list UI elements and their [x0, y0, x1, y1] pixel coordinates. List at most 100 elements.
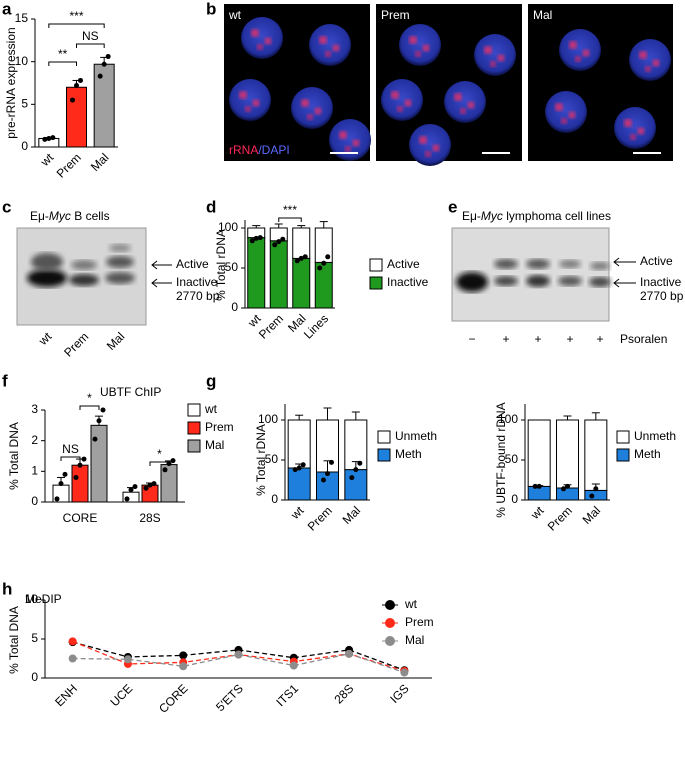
micrograph: wt rRNA/DAPI	[224, 4, 371, 161]
significance-label: NS	[62, 442, 79, 456]
data-point	[170, 458, 176, 464]
legend-swatch	[377, 430, 391, 444]
bar-segment	[556, 487, 579, 501]
data-point	[317, 265, 323, 271]
data-point	[92, 436, 98, 442]
lane-label: Mal	[104, 329, 128, 353]
y-tick-label: 15	[15, 11, 29, 25]
legend-marker	[385, 636, 395, 646]
line-marker	[179, 651, 188, 660]
data-point	[276, 239, 282, 245]
lane-label: +	[502, 332, 509, 346]
y-tick-label: 100	[218, 220, 238, 234]
data-point	[70, 97, 75, 103]
lane-title: Psoralen	[620, 332, 667, 346]
band-label: 2770 bp	[176, 289, 220, 303]
bar-segment	[269, 240, 288, 309]
y-tick-label: 0	[31, 494, 38, 508]
x-tick-label: 28S	[139, 511, 160, 525]
data-point	[589, 493, 595, 499]
x-tick-label: CORE	[156, 681, 190, 715]
legend-label: Prem	[205, 420, 234, 434]
bar-segment	[247, 237, 266, 309]
data-point	[325, 471, 330, 477]
bar-segment	[316, 471, 339, 501]
legend-label: Mal	[405, 633, 424, 647]
image-label: Prem	[381, 8, 410, 22]
significance-bracket	[278, 217, 302, 222]
data-point	[272, 242, 278, 248]
y-axis-label: % Total rDNA	[214, 229, 228, 301]
x-tick-label: Lines	[301, 311, 331, 341]
legend-label: Meth	[634, 447, 661, 461]
x-tick-label: wt	[287, 503, 307, 523]
data-point	[124, 496, 130, 502]
gel: Eμ-Myc lymphoma cell lines Active Inacti…	[451, 209, 684, 346]
data-point	[46, 135, 52, 141]
legend-swatch	[377, 448, 391, 462]
data-point	[100, 407, 106, 413]
bar	[71, 464, 89, 503]
bar	[66, 86, 87, 148]
panel-letter: f	[2, 371, 8, 390]
data-point	[280, 236, 286, 242]
legend-label: Unmeth	[634, 429, 676, 443]
y-tick-label: 50	[265, 452, 279, 466]
chart-title: UBTF ChIP	[100, 385, 161, 399]
chart-title: MeDIP	[25, 592, 62, 606]
x-tick-label: Mal	[340, 503, 364, 527]
data-point	[143, 485, 149, 491]
data-point	[294, 258, 300, 264]
bar-segment	[292, 257, 311, 309]
line-marker	[289, 661, 298, 670]
lane-label: −	[468, 332, 475, 346]
significance-bracket	[79, 405, 100, 410]
line-marker	[400, 668, 409, 677]
significance-bracket	[48, 61, 77, 66]
bar-segment	[556, 419, 579, 489]
y-tick-label: 0	[21, 139, 28, 153]
data-point	[321, 260, 327, 266]
significance-label: *	[87, 391, 92, 405]
x-tick-label: ITS1	[273, 681, 301, 709]
gel: Eμ-Myc B cells Active Inactive 2770 bp w…	[16, 209, 220, 360]
data-point	[96, 418, 102, 424]
y-axis-label: % Total DNA	[7, 606, 21, 674]
legend-swatch	[616, 448, 630, 462]
y-tick-label: 0	[31, 670, 38, 684]
data-point	[257, 235, 263, 241]
data-point	[302, 254, 308, 260]
x-tick-label: ENH	[52, 681, 80, 709]
legend-label: Mal	[205, 438, 224, 452]
image-label: Mal	[533, 8, 552, 22]
band-label: Inactive	[176, 275, 218, 289]
data-point	[128, 487, 134, 493]
y-tick-label: 3	[31, 402, 38, 416]
band-label: Inactive	[640, 275, 682, 289]
legend-label: Active	[387, 257, 420, 271]
line-marker	[234, 650, 243, 659]
data-point	[249, 238, 255, 244]
panel-letter: a	[2, 0, 12, 18]
x-tick-label: wt	[37, 150, 57, 170]
y-tick-label: 5	[31, 631, 38, 645]
bar-segment	[287, 419, 311, 469]
significance-bracket	[48, 23, 105, 28]
y-tick-label: 1	[31, 464, 38, 478]
legend-marker	[385, 618, 395, 628]
x-tick-label: Prem	[305, 503, 335, 533]
significance-label: NS	[82, 29, 99, 43]
legend-label: wt	[204, 402, 218, 416]
line-marker	[123, 655, 132, 664]
y-tick-label: 0	[271, 492, 278, 506]
line-marker	[68, 637, 77, 646]
y-axis-label: % Total rDNA	[254, 424, 268, 496]
image-label: wt	[228, 8, 242, 22]
band-label: Active	[176, 257, 209, 271]
x-tick-label: IGS	[387, 681, 412, 706]
lane-label: +	[596, 332, 603, 346]
x-tick-label: UCE	[107, 681, 135, 709]
x-tick-label: wt	[527, 503, 547, 523]
y-tick-label: 50	[505, 452, 519, 466]
significance-bracket	[149, 461, 170, 466]
